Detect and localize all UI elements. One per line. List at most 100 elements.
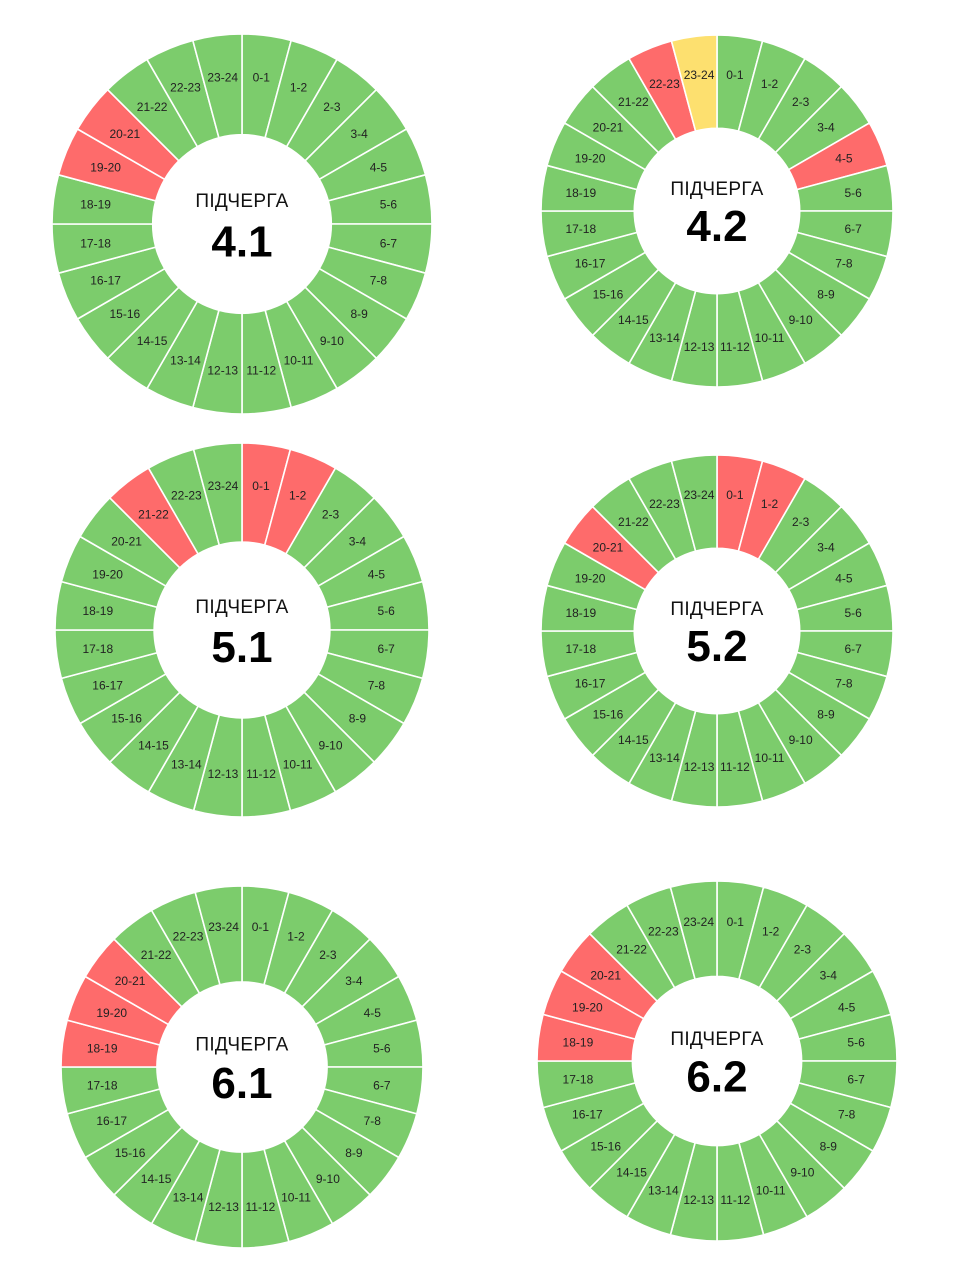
hour-label-6-2-6-7: 6-7 (847, 1072, 865, 1086)
center-caption-4-1: ПІДЧЕРГА (195, 191, 288, 212)
hour-segment-4-1-23-24 (192, 33, 243, 139)
hour-label-4-1-8-9: 8-9 (350, 307, 368, 321)
hour-label-6-1-15-16: 15-16 (115, 1146, 146, 1160)
hour-label-5-1-22-23: 22-23 (171, 489, 202, 503)
hour-label-5-1-16-17: 16-17 (92, 679, 123, 693)
hour-label-6-2-23-24: 23-24 (683, 915, 714, 929)
hour-label-5-1-8-9: 8-9 (349, 712, 367, 726)
queue-number-6-2: 6.2 (686, 1053, 747, 1102)
center-caption-6-1: ПІДЧЕРГА (195, 1035, 288, 1056)
hour-label-6-1-1-2: 1-2 (287, 930, 305, 944)
hour-label-5-1-18-19: 18-19 (82, 604, 113, 618)
hour-label-5-1-0-1: 0-1 (252, 479, 270, 493)
hour-label-6-1-9-10: 9-10 (316, 1172, 340, 1186)
hour-label-4-1-5-6: 5-6 (380, 198, 398, 212)
hour-label-6-1-22-23: 22-23 (173, 930, 204, 944)
hour-label-6-1-14-15: 14-15 (141, 1172, 172, 1186)
hour-label-6-2-11-12: 11-12 (720, 1193, 750, 1207)
hour-label-4-2-5-6: 5-6 (845, 186, 863, 200)
hour-label-4-2-16-17: 16-17 (575, 257, 606, 271)
hour-label-4-1-21-22: 21-22 (137, 100, 168, 114)
hour-label-5-2-2-3: 2-3 (792, 515, 810, 529)
hour-label-6-2-15-16: 15-16 (590, 1139, 621, 1153)
hour-label-6-1-10-11: 10-11 (281, 1190, 311, 1204)
hour-label-6-1-11-12: 11-12 (246, 1200, 276, 1214)
hour-label-4-1-10-11: 10-11 (284, 353, 314, 367)
queue-number-5-2: 5.2 (686, 622, 747, 671)
hour-label-6-1-8-9: 8-9 (345, 1146, 363, 1160)
hour-label-6-1-20-21: 20-21 (115, 974, 146, 988)
hour-label-4-2-19-20: 19-20 (575, 151, 606, 165)
hour-label-4-1-3-4: 3-4 (350, 127, 368, 141)
hour-segment-5-1-23-24 (192, 442, 243, 546)
hour-label-5-2-14-15: 14-15 (618, 733, 649, 747)
hour-label-6-1-13-14: 13-14 (173, 1190, 204, 1204)
hour-label-4-2-20-21: 20-21 (593, 120, 624, 134)
hour-label-6-2-10-11: 10-11 (756, 1184, 786, 1198)
hour-label-6-2-16-17: 16-17 (572, 1108, 603, 1122)
hour-label-5-2-19-20: 19-20 (575, 571, 606, 585)
donut-svg-6-1: 0-1 1-2 2-3 3-4 4-5 5-6 6-7 7-8 8-9 9-10 10-11 11-1… (60, 885, 424, 1249)
schedule-chart-4-1: 0-1 1-2 2-3 3-4 4-5 5-6 6-7 7-8 8-9 9-10 10-11 11-1… (51, 33, 433, 415)
schedule-chart-4-2: 0-1 1-2 2-3 3-4 4-5 5-6 6-7 7-8 8-9 9-10 10-11 11-1… (540, 34, 894, 388)
hour-label-4-1-15-16: 15-16 (110, 307, 141, 321)
hour-label-6-1-3-4: 3-4 (345, 974, 363, 988)
hour-label-4-2-17-18: 17-18 (565, 222, 596, 236)
hour-label-5-1-1-2: 1-2 (289, 489, 307, 503)
hour-label-6-1-23-24: 23-24 (208, 920, 239, 934)
hour-label-4-1-20-21: 20-21 (110, 127, 141, 141)
hour-label-4-2-7-8: 7-8 (835, 257, 853, 271)
hour-label-5-1-15-16: 15-16 (111, 712, 142, 726)
hour-label-4-2-0-1: 0-1 (726, 68, 744, 82)
hour-label-5-2-9-10: 9-10 (789, 733, 813, 747)
hour-label-5-2-21-22: 21-22 (618, 515, 649, 529)
hour-label-4-2-14-15: 14-15 (618, 313, 649, 327)
hour-label-6-1-17-18: 17-18 (87, 1078, 118, 1092)
hour-label-4-2-22-23: 22-23 (649, 77, 680, 91)
hour-label-5-1-2-3: 2-3 (322, 508, 340, 522)
hour-label-5-2-5-6: 5-6 (845, 606, 863, 620)
hour-label-6-2-14-15: 14-15 (616, 1165, 647, 1179)
hour-label-4-1-19-20: 19-20 (90, 161, 121, 175)
hour-label-5-1-6-7: 6-7 (378, 642, 396, 656)
hour-label-5-2-16-17: 16-17 (575, 677, 606, 691)
queue-number-6-1: 6.1 (211, 1059, 272, 1108)
hour-label-5-2-20-21: 20-21 (593, 540, 624, 554)
hour-label-6-2-21-22: 21-22 (616, 943, 647, 957)
hour-label-5-1-19-20: 19-20 (92, 567, 123, 581)
hour-label-5-1-14-15: 14-15 (138, 738, 169, 752)
hour-label-4-1-2-3: 2-3 (323, 100, 341, 114)
hour-label-4-1-0-1: 0-1 (253, 71, 271, 85)
hour-label-4-1-7-8: 7-8 (370, 274, 388, 288)
donut-svg-6-2: 0-1 1-2 2-3 3-4 4-5 5-6 6-7 7-8 8-9 9-10 10-11 11-1… (536, 880, 898, 1242)
hour-label-6-1-4-5: 4-5 (364, 1006, 382, 1020)
hour-label-5-1-23-24: 23-24 (208, 479, 239, 493)
hour-label-5-2-18-19: 18-19 (565, 606, 596, 620)
hour-label-5-2-22-23: 22-23 (649, 497, 680, 511)
hour-label-4-2-6-7: 6-7 (845, 222, 863, 236)
hour-label-6-2-20-21: 20-21 (590, 969, 621, 983)
hour-label-4-2-18-19: 18-19 (565, 186, 596, 200)
hour-label-6-2-12-13: 12-13 (683, 1193, 714, 1207)
hour-label-6-2-4-5: 4-5 (838, 1000, 856, 1014)
donut-svg-5-2: 0-1 1-2 2-3 3-4 4-5 5-6 6-7 7-8 8-9 9-10 10-11 11-1… (540, 454, 894, 808)
queue-number-4-2: 4.2 (686, 202, 747, 251)
hour-label-6-2-1-2: 1-2 (762, 924, 780, 938)
hour-label-6-1-0-1: 0-1 (252, 920, 270, 934)
hour-label-5-1-3-4: 3-4 (349, 534, 367, 548)
hour-label-6-1-21-22: 21-22 (141, 948, 172, 962)
hour-label-6-1-18-19: 18-19 (87, 1042, 118, 1056)
hour-label-5-1-7-8: 7-8 (368, 679, 386, 693)
hour-label-4-1-22-23: 22-23 (170, 81, 201, 95)
hour-label-4-2-13-14: 13-14 (649, 331, 680, 345)
schedule-chart-5-1: 0-1 1-2 2-3 3-4 4-5 5-6 6-7 7-8 8-9 9-10 10-11 11-1… (54, 442, 430, 818)
hour-label-5-2-4-5: 4-5 (835, 571, 853, 585)
hour-label-4-1-13-14: 13-14 (170, 353, 201, 367)
center-caption-4-2: ПІДЧЕРГА (670, 179, 763, 200)
hour-label-6-2-0-1: 0-1 (727, 915, 745, 929)
hour-label-5-2-3-4: 3-4 (817, 540, 835, 554)
center-caption-6-2: ПІДЧЕРГА (670, 1029, 763, 1050)
hour-label-4-1-16-17: 16-17 (90, 274, 121, 288)
schedule-chart-6-1: 0-1 1-2 2-3 3-4 4-5 5-6 6-7 7-8 8-9 9-10 10-11 11-1… (60, 885, 424, 1249)
schedule-chart-6-2: 0-1 1-2 2-3 3-4 4-5 5-6 6-7 7-8 8-9 9-10 10-11 11-1… (536, 880, 898, 1242)
